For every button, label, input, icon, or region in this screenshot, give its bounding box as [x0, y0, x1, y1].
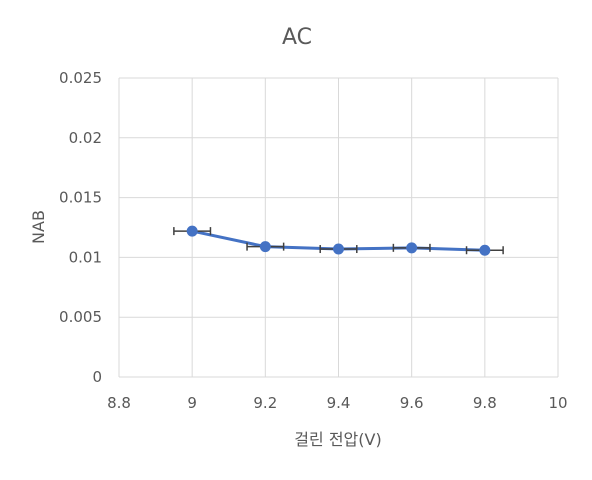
y-tick-label: 0.005	[59, 308, 102, 326]
x-tick-label: 10	[548, 394, 567, 412]
x-tick-label: 9.8	[473, 394, 497, 412]
x-gridlines	[118, 78, 559, 377]
y-tick-label: 0.02	[69, 129, 102, 147]
y-tick-label: 0.01	[69, 248, 102, 266]
x-tick-label: 8.8	[107, 394, 131, 412]
x-tick-labels: 8.8 9 9.2 9.4 9.6 9.8 10	[107, 394, 567, 412]
x-axis-label: 걸린 전압(V)	[294, 430, 381, 449]
data-point	[333, 243, 344, 255]
chart-title: AC	[282, 25, 312, 50]
data-point	[259, 241, 271, 253]
series-layer	[173, 225, 504, 256]
y-tick-label: 0	[92, 368, 102, 386]
y-tick-label: 0.015	[59, 189, 102, 207]
data-point	[406, 242, 418, 254]
y-gridlines	[119, 77, 558, 378]
x-tick-label: 9	[187, 394, 197, 412]
y-axis-label: NAB	[29, 210, 48, 244]
y-tick-label: 0.025	[59, 69, 102, 87]
x-tick-label: 9.6	[400, 394, 424, 412]
data-point	[479, 244, 491, 256]
x-tick-label: 9.2	[253, 394, 277, 412]
x-tick-label: 9.4	[327, 394, 351, 412]
data-point	[186, 225, 198, 237]
y-tick-labels: 0 0.005 0.01 0.015 0.02 0.025	[59, 69, 102, 386]
